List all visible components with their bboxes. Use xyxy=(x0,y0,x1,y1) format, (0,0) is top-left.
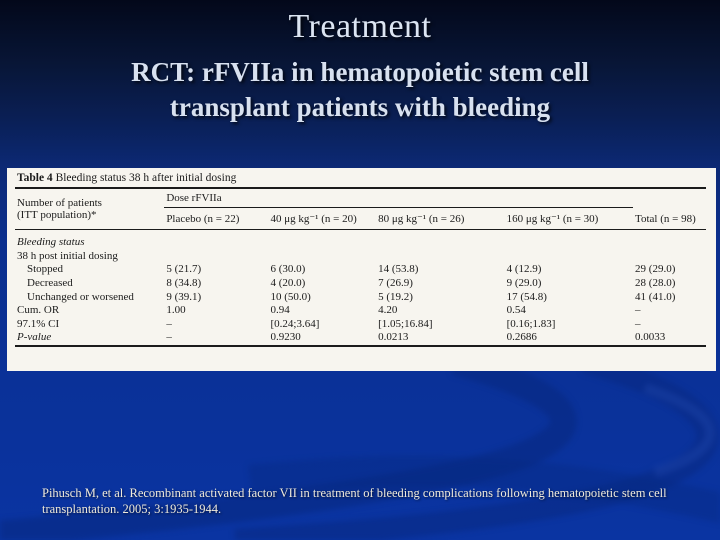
table-caption-number: Table 4 xyxy=(17,172,53,184)
table-cell: [1.05;16.84] xyxy=(378,317,433,330)
spacer-cell xyxy=(633,189,706,208)
row-header-line2: (ITT population)* xyxy=(17,209,97,221)
table-group-header-row: Number of patients (ITT population)* Dos… xyxy=(15,189,706,230)
table-row: Bleeding status xyxy=(15,230,706,250)
table-cell: 9 (39.1) xyxy=(166,290,202,303)
table-row: Stopped 5 (21.7) 6 (30.0) 14 (53.8) 4 (12.9)… xyxy=(15,263,706,277)
row-label: Decreased xyxy=(27,277,73,290)
row-label: P-value xyxy=(17,331,52,344)
dose-group-header: Dose rFVIIa xyxy=(164,189,634,208)
table-cell: 5 (21.7) xyxy=(166,263,202,276)
table-cell: 4 (12.9) xyxy=(506,263,542,276)
row-label: 97.1% CI xyxy=(17,317,60,330)
table-caption-text: Bleeding status 38 h after initial dosin… xyxy=(52,172,237,184)
table-cell: 7 (26.9) xyxy=(378,277,413,290)
table-cell: 1.00 xyxy=(166,304,186,317)
column-header-total: Total (n = 98) xyxy=(633,207,706,230)
column-header-40ug: 40 μg kg⁻¹ (n = 20) xyxy=(268,207,377,230)
table-cell xyxy=(505,230,633,250)
table-cell: 0.9230 xyxy=(270,331,301,344)
row-label: 38 h post initial dosing xyxy=(17,249,118,262)
row-header-cell: Number of patients (ITT population)* xyxy=(15,189,165,230)
table-cell: – xyxy=(166,317,172,330)
table-cell: 0.54 xyxy=(506,304,526,317)
table-cell xyxy=(164,250,268,264)
table-row: Unchanged or worsened 9 (39.1) 10 (50.0) 5 … xyxy=(15,290,706,304)
table-cell xyxy=(633,230,706,250)
row-label: Unchanged or worsened xyxy=(27,290,134,303)
row-label: Cum. OR xyxy=(17,304,60,317)
table-cell: 0.0213 xyxy=(378,331,409,344)
table-cell: 41 (41.0) xyxy=(635,290,676,303)
table-cell xyxy=(376,230,504,250)
column-header-placebo: Placebo (n = 22) xyxy=(164,207,269,230)
table-cell: [0.24;3.64] xyxy=(270,317,320,330)
table-row: Decreased 8 (34.8) 4 (20.0) 7 (26.9) 9 (29.0… xyxy=(15,277,706,291)
table-cell: 4.20 xyxy=(378,304,398,317)
table-cell: 0.0033 xyxy=(635,331,666,344)
table-cell: 28 (28.0) xyxy=(635,277,676,290)
table-cell: 17 (54.8) xyxy=(506,290,547,303)
table-cell xyxy=(268,250,376,264)
table-cell: 5 (19.2) xyxy=(378,290,413,303)
table-image-panel: Table 4 Bleeding status 38 h after initi… xyxy=(7,168,716,371)
table-cell xyxy=(376,250,504,264)
table-cell: [0.16;1.83] xyxy=(506,317,556,330)
table-row: 97.1% CI – [0.24;3.64] [1.05;16.84] [0.16;1.… xyxy=(15,318,706,332)
table-body: Bleeding status 38 h post initial dosing S… xyxy=(15,230,706,346)
row-header-line1: Number of patients xyxy=(17,196,102,209)
column-header-80ug: 80 μg kg⁻¹ (n = 26) xyxy=(376,207,505,230)
column-header-160ug: 160 μg kg⁻¹ (n = 30) xyxy=(504,207,634,230)
slide-subtitle-line1: RCT: rFVIIa in hematopoietic stem cell xyxy=(131,57,589,87)
bleeding-status-table: Number of patients (ITT population)* Dos… xyxy=(15,189,706,347)
table-cell: 9 (29.0) xyxy=(506,277,542,290)
table-cell: – xyxy=(635,304,641,317)
table-cell: 0.94 xyxy=(270,304,290,317)
table-row: Cum. OR 1.00 0.94 4.20 0.54 – xyxy=(15,304,706,318)
table-cell: 29 (29.0) xyxy=(635,263,676,276)
slide-title: Treatment xyxy=(288,8,432,45)
table-cell: 14 (53.8) xyxy=(378,263,419,276)
table-cell: 6 (30.0) xyxy=(270,263,306,276)
table-cell: 0.2686 xyxy=(506,331,537,344)
table-cell: 4 (20.0) xyxy=(270,277,306,290)
table-row: 38 h post initial dosing xyxy=(15,250,706,264)
row-label: Stopped xyxy=(27,263,64,276)
table-cell: 10 (50.0) xyxy=(270,290,311,303)
table-caption: Table 4 Bleeding status 38 h after initi… xyxy=(15,171,706,189)
slide-subtitle-line2: transplant patients with bleeding xyxy=(169,92,551,122)
table-cell xyxy=(633,250,706,264)
table-cell xyxy=(164,230,268,250)
table-cell: – xyxy=(635,317,641,330)
table-cell: 8 (34.8) xyxy=(166,277,202,290)
table-column-header-row: Placebo (n = 22) 40 μg kg⁻¹ (n = 20) 80 … xyxy=(15,207,706,230)
table-cell xyxy=(268,230,376,250)
table-cell: – xyxy=(166,331,172,344)
citation-text: Pihusch M, et al. Recombinant activated … xyxy=(42,486,667,516)
table-cell xyxy=(505,250,633,264)
row-label: Bleeding status xyxy=(17,236,85,249)
table-row: P-value – 0.9230 0.0213 0.2686 0.0033 xyxy=(15,331,706,346)
